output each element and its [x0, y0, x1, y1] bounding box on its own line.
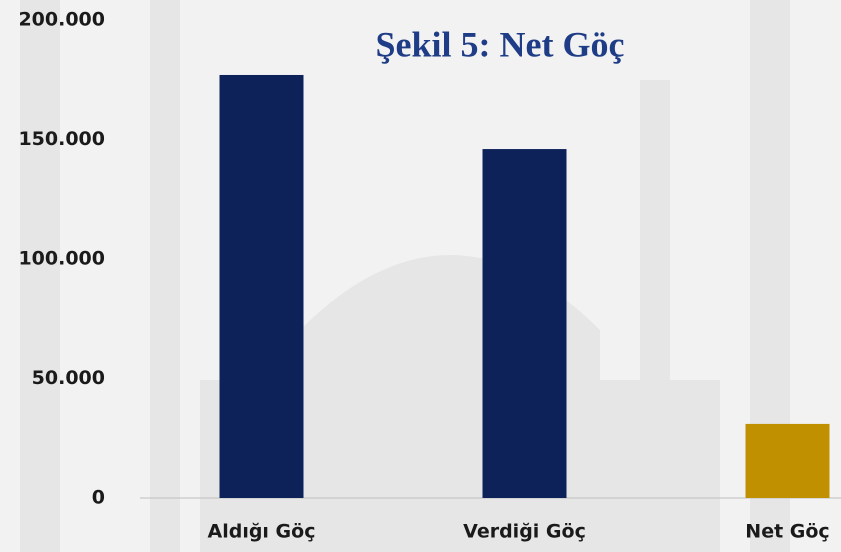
y-tick-label: 0	[92, 487, 105, 509]
x-tick-label: Net Göç	[745, 521, 829, 543]
y-tick-label: 200.000	[18, 9, 105, 31]
bar	[219, 74, 304, 498]
y-tick-label: 100.000	[18, 248, 105, 270]
x-tick-label: Verdiği Göç	[463, 521, 586, 543]
y-tick-label: 150.000	[18, 128, 105, 150]
x-tick-label: Aldığı Göç	[208, 521, 316, 543]
chart-title: Şekil 5: Net Göç	[376, 24, 625, 64]
y-tick-label: 50.000	[32, 367, 105, 389]
bar	[482, 149, 567, 498]
bar	[745, 423, 830, 498]
